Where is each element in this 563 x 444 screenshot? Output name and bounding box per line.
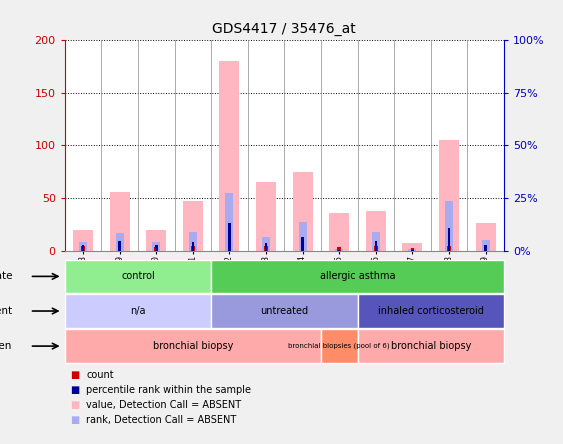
Bar [358,294,504,328]
Bar [73,230,93,251]
Bar [220,61,239,251]
Text: rank, Detection Call = ABSENT: rank, Detection Call = ABSENT [86,416,236,425]
Bar [118,246,122,251]
Text: untreated: untreated [260,306,309,316]
Bar [110,192,129,251]
Text: bronchial biopsies (pool of 6): bronchial biopsies (pool of 6) [288,343,390,349]
Bar [115,233,124,251]
Text: inhaled corticosteroid: inhaled corticosteroid [378,306,484,316]
Text: ■: ■ [70,385,79,395]
Bar [211,294,358,328]
Bar [256,182,276,251]
Title: GDS4417 / 35476_at: GDS4417 / 35476_at [212,22,356,36]
Bar [484,245,487,251]
Bar [374,246,378,251]
Text: ■: ■ [70,400,79,410]
Bar [358,329,504,363]
Bar [211,260,504,293]
Bar [227,246,231,251]
Bar [65,329,321,363]
Text: percentile rank within the sample: percentile rank within the sample [86,385,251,395]
Text: count: count [86,370,114,380]
Bar [321,329,358,363]
Bar [152,242,160,251]
Bar [155,245,158,251]
Bar [301,246,305,251]
Text: disease state: disease state [0,271,12,281]
Bar [225,193,234,251]
Bar [338,250,341,251]
Bar [329,213,349,251]
Bar [337,247,341,251]
Text: bronchial biopsy: bronchial biopsy [153,341,233,351]
Bar [372,232,380,251]
Bar [366,211,386,251]
Bar [410,248,414,251]
Bar [448,228,450,251]
Bar [445,201,453,251]
Bar [65,260,211,293]
Bar [476,223,495,251]
Bar [447,246,451,251]
Text: value, Detection Call = ABSENT: value, Detection Call = ABSENT [86,400,242,410]
Bar [189,232,197,251]
Bar [293,172,312,251]
Bar [265,243,267,251]
Text: n/a: n/a [130,306,146,316]
Bar [411,250,414,251]
Bar [264,246,268,251]
Bar [481,240,490,251]
Bar [403,243,422,251]
Text: specimen: specimen [0,341,12,351]
Text: ■: ■ [70,416,79,425]
Bar [484,246,488,251]
Bar [65,294,211,328]
Bar [301,237,304,251]
Text: agent: agent [0,306,12,316]
Bar [118,242,121,251]
Bar [262,237,270,251]
Text: allergic asthma: allergic asthma [320,271,395,281]
Bar [335,249,343,251]
Bar [374,242,377,251]
Bar [79,242,87,251]
Bar [191,246,195,251]
Bar [191,242,194,251]
Bar [183,201,203,251]
Bar [408,249,417,251]
Bar [82,245,84,251]
Bar [154,247,158,251]
Bar [228,223,231,251]
Text: control: control [121,271,155,281]
Bar [439,140,459,251]
Text: bronchial biopsy: bronchial biopsy [391,341,471,351]
Bar [81,246,85,251]
Bar [298,222,307,251]
Text: ■: ■ [70,370,79,380]
Bar [146,230,166,251]
